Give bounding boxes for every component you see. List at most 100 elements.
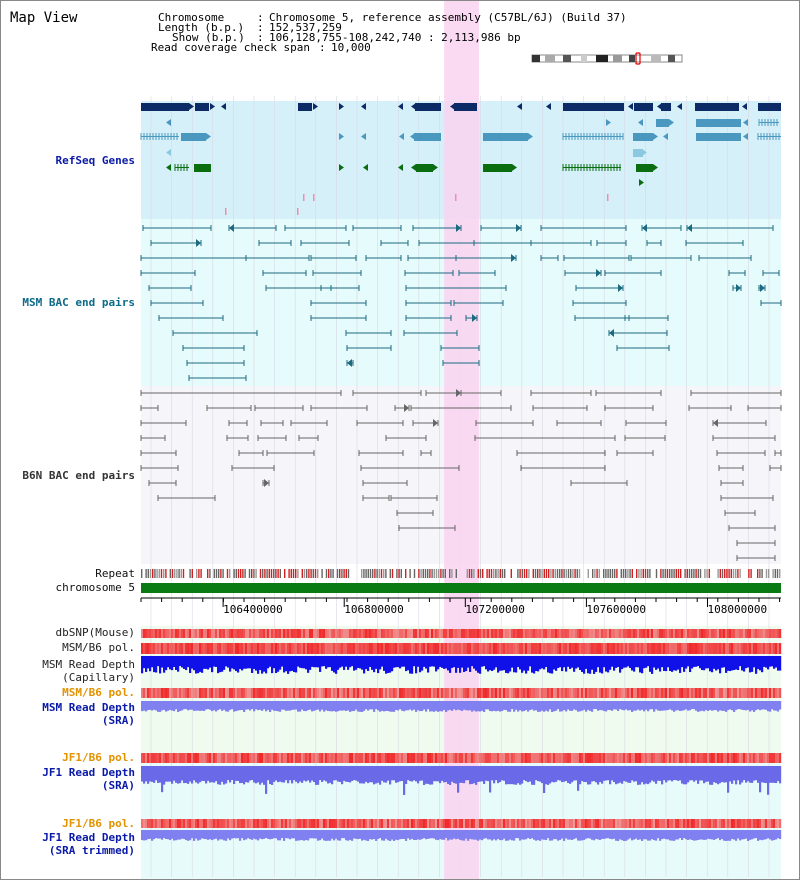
gene-row-dark [742, 103, 747, 110]
msm-pol2-strip [489, 688, 492, 698]
jf1-trimmed-depth-bar [687, 830, 690, 840]
msm-capillary-depth-bar [513, 656, 516, 673]
jf1-pol2-strip [325, 819, 328, 828]
jf1-trimmed-depth-bar [517, 830, 520, 839]
msm-sra-depth-bar [753, 701, 756, 712]
jf1-sra-depth-bar [491, 766, 494, 781]
msm-sra-depth-bar [745, 701, 748, 711]
msm-sra-depth-bar [287, 701, 290, 711]
repeat-feature [517, 569, 519, 578]
track-label-jf1-depth-trimmed[interactable]: JF1 Read Depth [42, 831, 135, 844]
jf1-sra-depth-bar [683, 766, 686, 785]
track-label-msm-depth-capillary[interactable]: MSM Read Depth [42, 658, 135, 671]
jf1-trimmed-depth-bar [533, 830, 536, 840]
repeat-feature [719, 569, 721, 578]
jf1-pol2-strip [745, 819, 748, 828]
dbsnp-strip [437, 629, 440, 638]
track-label-refseq[interactable]: RefSeq Genes [55, 154, 135, 167]
jf1-pol-strip [247, 753, 250, 763]
jf1-sra-depth-bar [203, 766, 206, 782]
repeat-feature [222, 569, 224, 578]
dbsnp-strip [689, 629, 692, 638]
track-label-msm-bac[interactable]: MSM BAC end pairs [22, 296, 135, 309]
msm-capillary-depth-bar [359, 656, 362, 669]
jf1-pol-strip [321, 753, 324, 763]
msm-pol-strip [265, 643, 268, 654]
track-label-b6n-bac[interactable]: B6N BAC end pairs [22, 469, 135, 482]
jf1-trimmed-depth-bar [229, 830, 232, 841]
jf1-pol-strip [531, 753, 534, 763]
track-label-msm-pol-1[interactable]: MSM/B6 pol. [62, 641, 135, 654]
track-label-msm-pol-2[interactable]: MSM/B6 pol. [62, 686, 135, 699]
jf1-pol2-strip [777, 819, 780, 828]
track-label-msm-depth-sra[interactable]: MSM Read Depth [42, 701, 135, 714]
track-label-dbsnp[interactable]: dbSNP(Mouse) [55, 626, 135, 639]
gene-row-mid [339, 133, 344, 140]
jf1-pol-strip [497, 753, 500, 763]
msm-pol2-strip [591, 688, 594, 698]
msm-capillary-depth-bar [499, 656, 502, 671]
track-label-chromosome[interactable]: chromosome 5 [55, 581, 135, 594]
msm-sra-depth-bar [261, 701, 264, 711]
dbsnp-strip [269, 629, 272, 638]
msm-pol-strip [213, 643, 216, 654]
jf1-pol2-strip [531, 819, 534, 828]
jf1-pol2-strip [705, 819, 708, 828]
msm-pol2-strip [417, 688, 420, 698]
jf1-sra-depth-bar [633, 766, 636, 782]
jf1-trimmed-depth-bar [755, 830, 758, 839]
msm-pol2-strip [751, 688, 754, 698]
msm-pol-strip [633, 643, 636, 654]
msm-pol2-strip [463, 688, 466, 698]
dbsnp-strip [327, 629, 330, 638]
jf1-trimmed-depth-bar [151, 830, 154, 841]
msm-pol2-strip [357, 688, 360, 698]
jf1-pol-strip [589, 753, 592, 763]
msm-sra-depth-bar [201, 701, 204, 711]
jf1-pol2-strip [297, 819, 300, 828]
msm-pol2-strip [607, 688, 610, 698]
msm-capillary-depth-bar [767, 656, 770, 670]
msm-pol2-strip [759, 688, 762, 698]
msm-pol2-strip [609, 688, 612, 698]
dbsnp-strip [565, 629, 568, 638]
jf1-pol2-strip [375, 819, 378, 828]
dbsnp-strip [591, 629, 594, 638]
jf1-pol-strip [427, 753, 430, 763]
b6n-bac-arrow [264, 479, 269, 487]
jf1-pol-strip [727, 753, 730, 763]
dbsnp-strip [357, 629, 360, 638]
jf1-trimmed-depth-bar [701, 830, 704, 840]
jf1-sra-depth-bar [611, 766, 614, 781]
jf1-trimmed-depth-bar [263, 830, 266, 839]
track-label-repeat[interactable]: Repeat [95, 567, 135, 580]
msm-pol2-strip [769, 688, 772, 698]
msm-capillary-depth-bar [627, 656, 630, 667]
dbsnp-strip [707, 629, 710, 638]
msm-pol-strip [585, 643, 588, 654]
msm-pol2-strip [411, 688, 414, 698]
msm-pol-strip [451, 643, 454, 654]
msm-pol2-strip [561, 688, 564, 698]
jf1-sra-depth-bar [687, 766, 690, 783]
jf1-pol-strip [349, 753, 352, 763]
msm-pol-strip [419, 643, 422, 654]
msm-sra-depth-bar [653, 701, 656, 712]
msm-sra-depth-bar [291, 701, 294, 710]
jf1-sra-depth-bar [713, 766, 716, 783]
jf1-pol2-strip [165, 819, 168, 828]
dbsnp-strip [143, 629, 146, 638]
msm-pol2-strip [319, 688, 322, 698]
track-label-jf1-pol-2[interactable]: JF1/B6 pol. [62, 817, 135, 830]
msm-pol-strip [471, 643, 474, 654]
msm-capillary-depth-bar [475, 656, 478, 671]
jf1-sra-depth-bar [315, 766, 318, 785]
repeat-feature [336, 569, 339, 578]
msm-pol-strip [375, 643, 378, 654]
dbsnp-strip [381, 629, 384, 638]
track-label-jf1-pol-1[interactable]: JF1/B6 pol. [62, 751, 135, 764]
track-label-jf1-depth-sra[interactable]: JF1 Read Depth [42, 766, 135, 779]
msm-pol2-strip [665, 688, 668, 698]
dbsnp-strip [645, 629, 648, 638]
